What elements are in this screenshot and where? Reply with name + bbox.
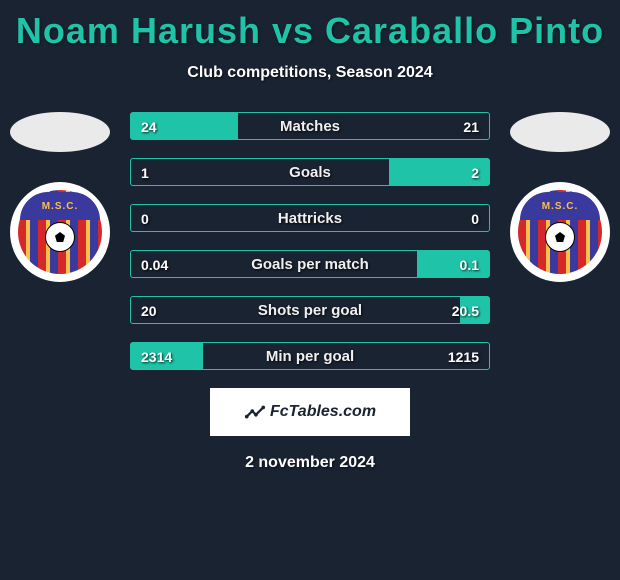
player-left-club-badge: M.S.C. [10,182,110,282]
watermark-text: FcTables.com [270,403,376,421]
subtitle: Club competitions, Season 2024 [0,64,620,82]
stat-label: Matches [131,113,489,139]
player-left-avatar-placeholder [10,112,110,152]
club-badge-text: M.S.C. [20,192,100,220]
stat-row: 2020.5Shots per goal [130,296,490,324]
stat-label: Shots per goal [131,297,489,323]
stat-label: Goals per match [131,251,489,277]
watermark: FcTables.com [210,388,410,436]
soccer-ball-icon [545,222,575,252]
player-right-column: M.S.C. [510,112,610,282]
stat-label: Min per goal [131,343,489,369]
stat-row: 12Goals [130,158,490,186]
club-badge-text: M.S.C. [520,192,600,220]
stat-row: 0.040.1Goals per match [130,250,490,278]
content-area: M.S.C. M.S.C. 2421Matches 12Goals 00Hattri… [0,112,620,472]
stats-table: 2421Matches 12Goals 00Hattricks 0.040.1Goal… [130,112,490,370]
player-left-column: M.S.C. [10,112,110,282]
chart-icon [244,401,266,423]
stat-label: Goals [131,159,489,185]
player-right-avatar-placeholder [510,112,610,152]
stat-label: Hattricks [131,205,489,231]
stat-row: 2421Matches [130,112,490,140]
player-right-club-badge: M.S.C. [510,182,610,282]
page-title: Noam Harush vs Caraballo Pinto [0,0,620,52]
date-label: 2 november 2024 [0,454,620,472]
stat-row: 23141215Min per goal [130,342,490,370]
soccer-ball-icon [45,222,75,252]
stat-row: 00Hattricks [130,204,490,232]
